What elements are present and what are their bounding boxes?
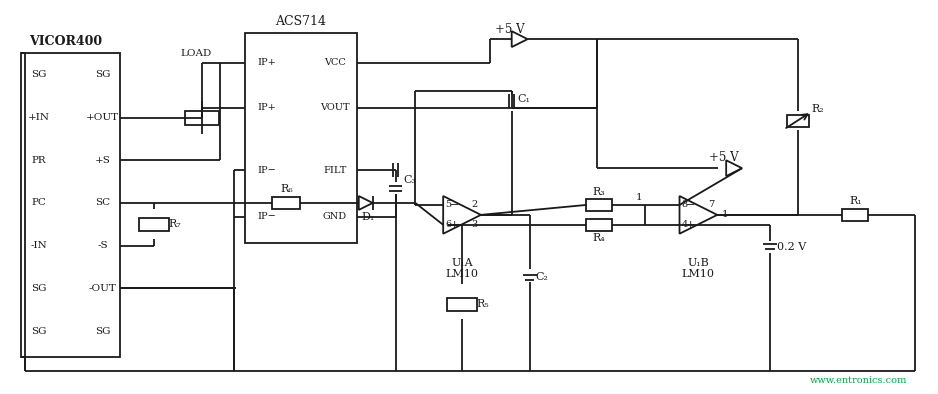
Polygon shape [443,196,481,234]
Text: -IN: -IN [31,241,48,250]
Text: R₆: R₆ [280,184,293,194]
Text: www.entronics.com: www.entronics.com [809,376,907,385]
Text: VOUT: VOUT [320,103,350,112]
Bar [787,115,809,126]
Text: 5: 5 [446,201,451,210]
Text: 2: 2 [472,201,478,210]
Text: FILT: FILT [324,166,347,175]
Text: IP−: IP− [257,212,276,221]
Text: R₄: R₄ [593,233,605,243]
Text: 6: 6 [446,220,451,229]
Text: GND: GND [323,212,347,221]
Text: IP+: IP+ [257,58,276,67]
Text: 7: 7 [708,201,714,210]
Text: +5 V: +5 V [495,23,524,36]
Bar [22,53,120,357]
Text: 1: 1 [722,210,729,219]
Polygon shape [726,160,742,176]
Text: R₇: R₇ [168,219,181,229]
Text: C₁: C₁ [517,94,530,104]
Text: 1: 1 [635,193,643,201]
Bar [842,209,869,221]
Text: U₁B: U₁B [688,258,709,268]
Bar [245,33,356,243]
Text: PC: PC [32,199,47,208]
Text: VICOR400: VICOR400 [29,35,102,48]
Text: LOAD: LOAD [180,48,211,58]
Text: SG: SG [31,327,47,336]
Text: SG: SG [31,284,47,293]
Bar [447,298,477,311]
Text: 4: 4 [682,220,688,229]
Polygon shape [679,196,718,234]
Text: −: − [686,200,695,210]
Bar [586,219,612,231]
Text: −: − [449,200,459,210]
Polygon shape [512,31,527,47]
Text: IP+: IP+ [257,103,276,112]
Text: LM10: LM10 [446,269,478,279]
Text: C₂: C₂ [535,272,548,282]
Text: SG: SG [95,327,111,336]
Text: SC: SC [95,199,110,208]
Text: PR: PR [32,156,46,165]
Text: SG: SG [95,71,111,79]
Text: VCC: VCC [324,58,346,67]
Text: R₃: R₃ [593,187,605,197]
Text: 8: 8 [682,201,688,210]
Text: C₃: C₃ [403,175,416,185]
Text: +IN: +IN [28,113,50,122]
Text: ACS714: ACS714 [275,15,326,28]
Polygon shape [358,196,372,210]
Text: -OUT: -OUT [89,284,116,293]
Text: +: + [449,220,459,230]
Bar [185,111,219,125]
Text: R₅: R₅ [476,299,489,309]
Text: R₂: R₂ [811,104,824,113]
Text: +S: +S [95,156,111,165]
Text: -S: -S [98,241,108,250]
Text: 3: 3 [472,220,478,229]
Bar [586,199,612,211]
Text: SG: SG [31,71,47,79]
Text: +: + [686,220,695,230]
Text: IP−: IP− [257,166,276,175]
Text: U₁A: U₁A [451,258,473,268]
Text: R₁: R₁ [849,196,862,206]
Text: +5 V: +5 V [709,151,739,164]
Bar [272,197,300,209]
Text: D₁: D₁ [361,212,374,222]
Bar [140,218,169,231]
Text: +OUT: +OUT [86,113,119,122]
Text: LM10: LM10 [682,269,715,279]
Text: 0.2 V: 0.2 V [777,242,807,252]
